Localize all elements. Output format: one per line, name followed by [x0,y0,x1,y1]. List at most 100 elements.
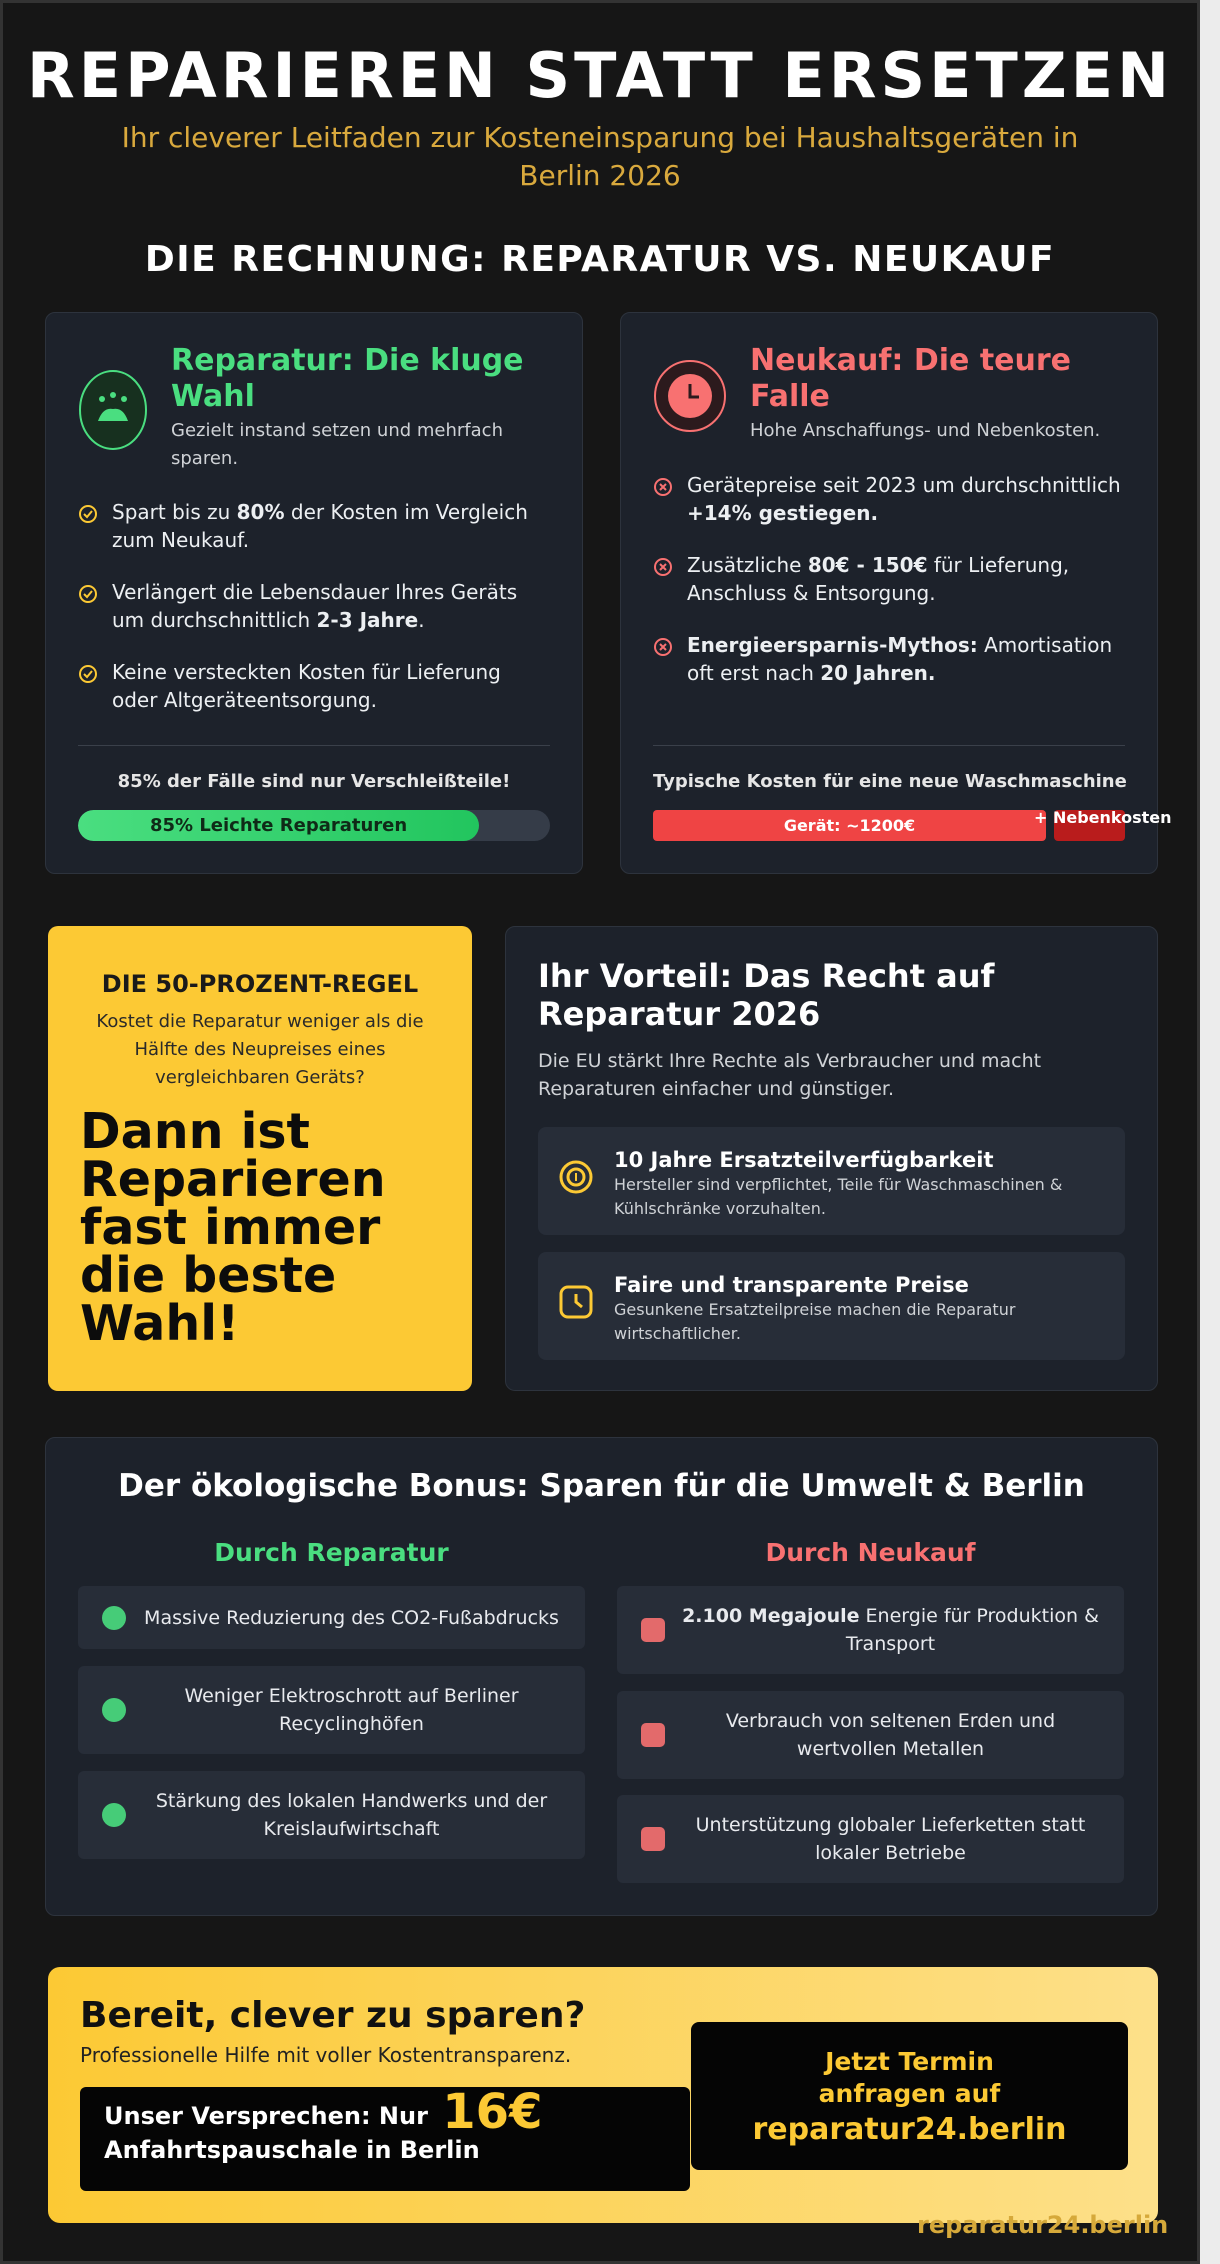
progress-track: 85% Leichte Reparaturen [78,810,550,841]
repair-card: Reparatur: Die kluge Wahl Gezielt instan… [45,312,583,874]
promise: Unser Versprechen: Nur 16€ Anfahrtspausc… [80,2087,690,2191]
emphasis: +14% gestiegen. [687,501,879,525]
item-text: Spart bis zu 80% der Kosten im Vergleich… [112,498,550,554]
eco-item: Stärkung des lokalen Handwerks und der K… [78,1771,585,1859]
list-item: Verlängert die Lebensdauer Ihres Geräts … [78,578,550,634]
emphasis: 16€ [442,2084,543,2140]
text: Stärkung des lokalen Handwerks und der K… [155,1790,548,1840]
eco-text: Massive Reduzierung des CO2-Fußabdrucks [142,1604,561,1632]
list: Spart bis zu 80% der Kosten im Vergleich… [78,498,550,738]
cost-bar: Gerät: ~1200€ + Nebenkosten [653,808,1172,841]
rights-title: Ihr Vorteil: Das Recht auf Reparatur 202… [538,957,995,1033]
eco-item: Unterstützung globaler Lieferketten stat… [617,1795,1124,1883]
rule-text: Kostet die Reparatur weniger als die Häl… [96,1011,424,1088]
text: Verbrauch von seltenen Erden und wertvol… [725,1710,1056,1760]
cta-title: Bereit, clever zu sparen? [80,1995,586,2036]
eco-text: Unterstützung globaler Lieferketten stat… [681,1811,1100,1867]
emphasis: 20 Jahren. [820,661,936,685]
progress-bar: 85% Leichte Reparaturen [78,810,480,841]
eco-card: Der ökologische Bonus: Sparen für die Um… [45,1437,1158,1916]
section-heading: DIE RECHNUNG: REPARATUR VS. NEUKAUF [144,239,1056,280]
eco-icon [102,1605,126,1630]
footer: reparatur24.berlin [917,2211,1169,2239]
text: Anfahrtspauschale in Berlin [104,2136,480,2164]
cost-segment: + Nebenkosten [1034,808,1172,841]
eco-heading: Durch Neukauf [765,1538,976,1567]
card-title: Neukauf: Die teure Falle [750,343,1072,414]
list: Gerätepreise seit 2023 um durchschnittli… [653,471,1125,711]
divider [653,745,1125,746]
list-item: Gerätepreise seit 2023 um durchschnittli… [653,471,1125,527]
title: REPARIEREN STATT ERSETZEN [26,39,1174,112]
cta-button[interactable]: Jetzt Termin anfragen auf reparatur24.be… [691,2022,1128,2170]
feature-text: Hersteller sind verpflichtet, Teile für … [614,1175,1063,1218]
segment-label: + Nebenkosten [1033,808,1172,827]
bar-label: 85% Leichte Reparaturen [149,815,408,836]
eco-item: 2.100 Megajoule Energie für Produktion &… [617,1586,1124,1674]
emphasis: 2.100 Megajoule [682,1605,860,1627]
list-item: Spart bis zu 80% der Kosten im Vergleich… [78,498,550,554]
segment-label: Gerät: ~1200€ [783,816,916,835]
eco-title: Der ökologische Bonus: Sparen für die Um… [118,1468,1085,1504]
emphasis: 80% [236,500,285,524]
cost-segment: Gerät: ~1200€ [653,810,1046,841]
eco-item: Weniger Elektroschrott auf Berliner Recy… [78,1666,585,1754]
button-text: Jetzt Termin anfragen auf [818,2047,1001,2108]
card-subtitle: Hohe Anschaffungs- und Nebenkosten. [750,420,1101,441]
feature-icon [559,1160,593,1194]
eco-icon [102,1803,126,1827]
item-text: Zusätzliche 80€ - 150€ für Lieferung, An… [687,551,1125,607]
card-subtitle: Gezielt instand setzen und mehrfach spar… [171,420,503,469]
text: Gerätepreise seit 2023 um durchschnittli… [687,473,1121,497]
text: Massive Reduzierung des CO2-Fußabdrucks [144,1606,559,1629]
eco-icon [641,1723,665,1747]
caption: 85% der Fälle sind nur Verschleißteile! [117,771,511,792]
eco-text: Stärkung des lokalen Handwerks und der K… [142,1787,561,1843]
eco-text: Verbrauch von seltenen Erden und wertvol… [681,1707,1100,1763]
text: Weniger Elektroschrott auf Berliner Recy… [184,1685,519,1735]
eco-icon [641,1827,665,1851]
feature: 10 Jahre Ersatzteilverfügbarkeit Herstell… [538,1127,1125,1235]
eco-heading: Durch Reparatur [214,1538,449,1567]
item-icon [79,585,97,603]
button-url: reparatur24.berlin [752,2112,1067,2147]
text: . [418,608,425,632]
eco-text: 2.100 Megajoule Energie für Produktion &… [681,1602,1100,1658]
rights-text: Die EU stärkt Ihre Rechte als Verbrauche… [538,1050,1042,1100]
card-title: Reparatur: Die kluge Wahl [171,343,524,414]
eco-item: Verbrauch von seltenen Erden und wertvol… [617,1691,1124,1779]
text: Spart bis zu [112,500,237,524]
item-icon [654,558,672,576]
list-item: Keine versteckten Kosten für Lieferung o… [78,658,550,714]
item-icon [79,665,97,683]
rule-highlight: Dann ist Reparieren fast immer die beste… [80,1103,386,1352]
emphasis: 2-3 Jahre [316,608,419,632]
rule-card: DIE 50-PROZENT-REGEL Kostet die Reparatu… [48,926,472,1391]
feature-title: Faire und transparente Preise [614,1273,969,1297]
item-text: Verlängert die Lebensdauer Ihres Geräts … [112,578,550,634]
feature-icon [559,1285,593,1319]
cta-subtitle: Professionelle Hilfe mit voller Kostentr… [80,2043,572,2067]
rule-heading: DIE 50-PROZENT-REGEL [101,970,419,998]
text: Amortisation oft erst nach [687,633,1113,685]
rights-card: Ihr Vorteil: Das Recht auf Reparatur 202… [505,926,1158,1391]
cta: Bereit, clever zu sparen? Professionelle… [48,1967,1158,2223]
text: Unterstützung globaler Lieferketten stat… [695,1814,1086,1864]
feature-text: Gesunkene Ersatzteilpreise machen die Re… [614,1300,1016,1343]
emphasis: Energieersparnis-Mythos: [687,633,978,657]
text: Keine versteckten Kosten für Lieferung o… [112,660,501,712]
repair-icon [79,370,147,450]
text: Unser Versprechen: Nur [104,2102,437,2130]
item-text: Energieersparnis-Mythos: Amortisation of… [687,631,1125,687]
text: Energie für Produktion & Transport [845,1605,1099,1655]
list-item: Zusätzliche 80€ - 150€ für Lieferung, An… [653,551,1125,607]
subtitle: Ihr cleverer Leitfaden zur Kosteneinspar… [121,121,1079,192]
text: Zusätzliche [687,553,808,577]
text: der Kosten im Vergleich zum Neukauf. [112,500,528,552]
eco-icon [102,1698,126,1722]
caption: Typische Kosten für eine neue Waschmasch… [653,771,1127,792]
item-icon [654,638,672,656]
new-card: Neukauf: Die teure Falle Hohe Anschaffun… [620,312,1172,874]
